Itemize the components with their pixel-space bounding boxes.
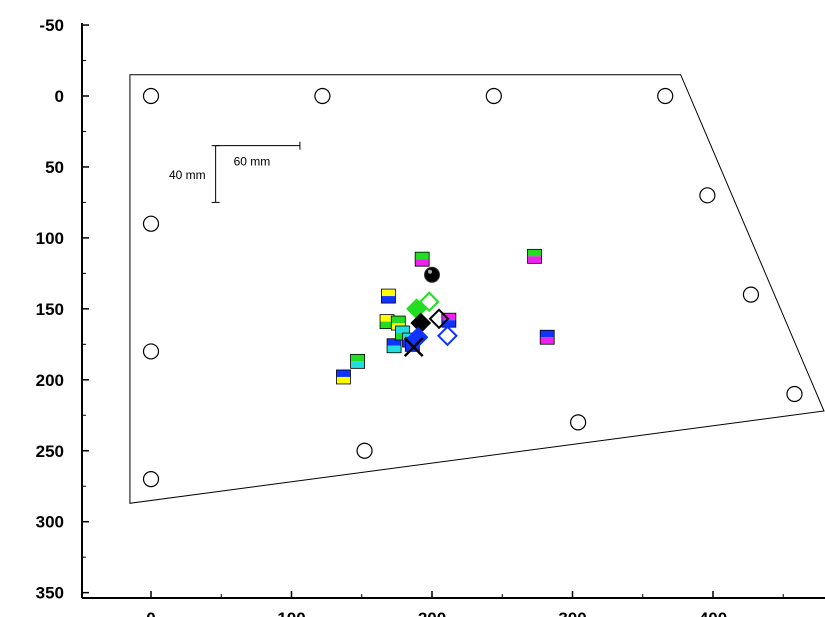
square-bottom-half xyxy=(441,320,456,328)
y-tick-label: 100 xyxy=(36,229,64,248)
square-top-half xyxy=(415,252,430,260)
data-point-square xyxy=(381,288,396,304)
data-point-circle xyxy=(424,266,440,283)
square-top-half xyxy=(395,325,410,333)
y-tick-label: 300 xyxy=(36,513,64,532)
square-bottom-half xyxy=(387,345,402,353)
square-top-half xyxy=(540,330,555,338)
sensor-circle xyxy=(142,87,160,105)
data-point-diamond xyxy=(437,325,458,347)
square-top-half xyxy=(391,316,406,324)
x-tick-label: 400 xyxy=(699,609,727,617)
data-point-square xyxy=(336,369,351,385)
sensor-circle xyxy=(699,187,716,204)
cross-stroke xyxy=(403,337,424,358)
sensor-circle xyxy=(356,442,373,459)
square-top-half xyxy=(441,313,456,321)
data-point-square xyxy=(527,248,542,264)
square-bottom-half xyxy=(380,321,395,329)
square-top-half xyxy=(380,314,395,322)
sensor-circle xyxy=(142,343,160,360)
y-tick-label: 0 xyxy=(55,87,64,106)
scale-bar-x-label: 60 mm xyxy=(234,155,271,169)
square-bottom-half xyxy=(527,256,542,264)
square-border xyxy=(386,338,402,354)
data-point-cross xyxy=(403,337,424,358)
data-point-square xyxy=(414,251,430,267)
sensor-circle xyxy=(570,414,587,431)
y-tick-label: 150 xyxy=(36,300,64,319)
sensor-circle xyxy=(142,215,160,232)
plate-outline xyxy=(129,74,825,504)
square-top-half xyxy=(336,369,351,377)
square-bottom-half xyxy=(350,361,365,369)
square-bottom-half xyxy=(415,259,430,267)
sensor-circle xyxy=(786,385,803,403)
y-tick-label: -50 xyxy=(39,16,64,35)
x-tick-label: 100 xyxy=(277,609,305,617)
data-point-square xyxy=(386,338,402,354)
square-border xyxy=(539,329,555,345)
y-tick-label: 200 xyxy=(36,371,64,390)
data-point-diamond xyxy=(418,291,440,313)
sensor-circle xyxy=(742,286,760,303)
square-border xyxy=(527,248,542,264)
y-tick-label: 50 xyxy=(45,158,64,177)
sensor-circle xyxy=(657,87,674,105)
sensor-circle xyxy=(314,87,331,105)
square-border xyxy=(414,251,430,267)
square-top-half xyxy=(527,249,542,257)
square-top-half xyxy=(381,289,396,297)
sensor-circle xyxy=(142,471,160,488)
sensor-circle xyxy=(485,87,502,105)
x-tick-label: 200 xyxy=(418,609,446,617)
y-tick-label: 350 xyxy=(36,584,64,603)
data-point-square xyxy=(350,353,365,369)
x-tick-label: 0 xyxy=(146,609,155,617)
data-point-highlight xyxy=(428,269,432,274)
data-point-diamond xyxy=(407,326,429,348)
square-border xyxy=(350,353,365,369)
square-bottom-half xyxy=(540,337,555,345)
x-tick-label: 300 xyxy=(558,609,586,617)
square-bottom-half xyxy=(381,296,396,304)
square-top-half xyxy=(350,354,365,362)
square-border xyxy=(336,369,351,385)
y-tick-label: 250 xyxy=(36,442,64,461)
square-bottom-half xyxy=(336,376,351,384)
data-point-diamond xyxy=(428,308,450,330)
data-point-square xyxy=(539,329,555,345)
scale-bar-y-label: 40 mm xyxy=(169,168,206,182)
square-border xyxy=(381,288,396,304)
square-top-half xyxy=(387,338,402,346)
